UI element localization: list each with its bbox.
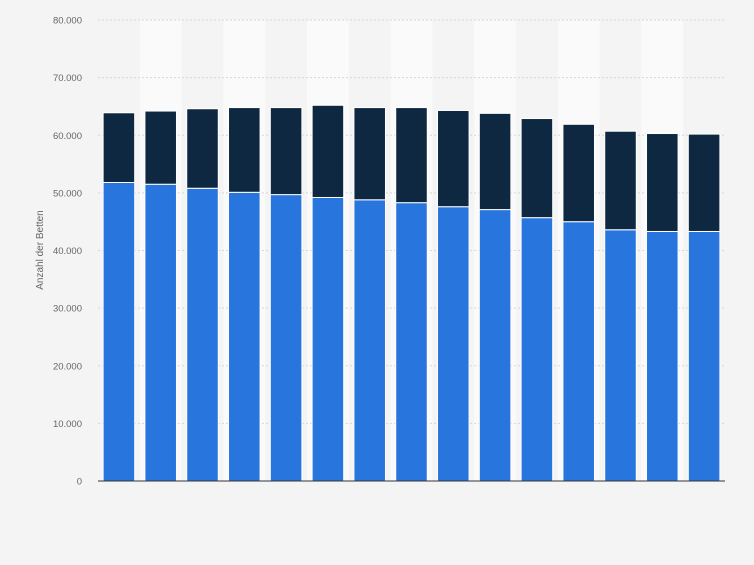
bar-segment-lower	[353, 199, 386, 482]
bar-segment-lower	[687, 230, 721, 482]
bar-segment-lower	[311, 196, 345, 482]
bar-segment-lower	[269, 194, 303, 482]
bar-segment-upper	[353, 107, 386, 201]
bar-segment-upper	[437, 109, 470, 208]
bar-segment-lower	[646, 230, 679, 482]
bar-segment-upper	[520, 118, 554, 219]
y-axis-title: Anzahl der Betten	[35, 210, 46, 290]
bar-segment-upper	[604, 130, 637, 231]
y-tick-label: 30.000	[53, 304, 82, 315]
bar-segment-lower	[604, 229, 637, 482]
bar-segment-upper	[311, 104, 345, 198]
bar-segment-upper	[144, 110, 177, 185]
bar-segment-upper	[228, 107, 261, 193]
bar-segment-lower	[562, 221, 595, 482]
y-tick-label: 20.000	[53, 361, 82, 372]
bar-segment-lower	[395, 202, 428, 482]
bar-segment-upper	[102, 112, 136, 184]
y-tick-label: 10.000	[53, 419, 82, 430]
bar-segment-upper	[478, 112, 512, 211]
bar-segment-upper	[562, 123, 595, 223]
bar-segment-upper	[395, 107, 428, 204]
bar-segment-upper	[269, 107, 303, 196]
y-tick-label: 60.000	[53, 131, 82, 142]
bar-segment-upper	[687, 133, 721, 232]
bars	[102, 104, 721, 482]
y-tick-label: 80.000	[53, 16, 82, 27]
bar-segment-lower	[520, 217, 554, 482]
bar-segment-lower	[144, 183, 177, 482]
y-tick-label: 0	[77, 477, 82, 488]
bar-segment-upper	[646, 133, 679, 232]
y-tick-label: 50.000	[53, 188, 82, 199]
bar-segment-lower	[102, 182, 136, 482]
y-tick-label: 70.000	[53, 73, 82, 84]
bar-segment-lower	[228, 191, 261, 482]
y-axis: 0 10.000 20.000 30.000 40.000 50.000 60.000 70.…	[53, 16, 725, 488]
y-tick-label: 40.000	[53, 246, 82, 257]
bar-segment-upper	[186, 108, 219, 189]
bar-segment-lower	[186, 187, 219, 482]
bar-segment-lower	[478, 209, 512, 482]
bar-segment-lower	[437, 206, 470, 482]
